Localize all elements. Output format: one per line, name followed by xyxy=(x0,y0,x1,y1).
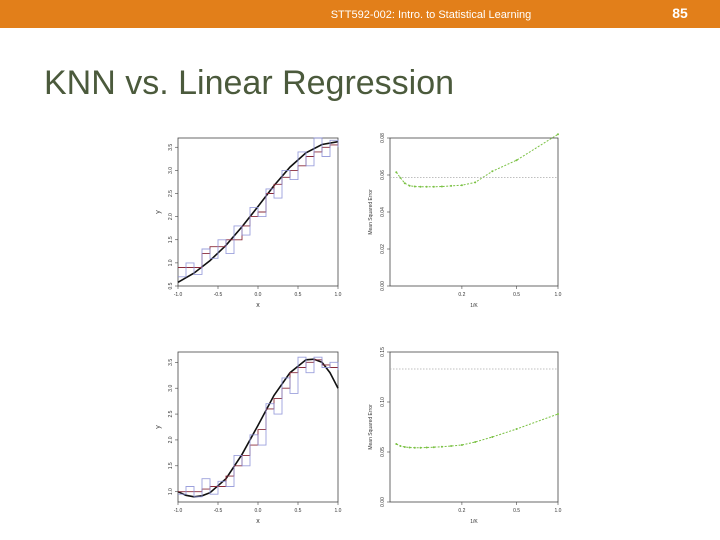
bottom-right-x-tick-label: 0.5 xyxy=(513,508,520,514)
top-left-true-function-line xyxy=(177,140,339,283)
bottom-left-y-tick-label: 3.0 xyxy=(168,385,174,392)
top-right-mse-point xyxy=(460,184,463,187)
page-number: 85 xyxy=(672,5,688,21)
top-left-y-tick-label: 3.0 xyxy=(168,167,174,174)
top-left-y-tick-label: 3.5 xyxy=(168,144,174,151)
top-right-y-tick-label: 0.04 xyxy=(380,207,386,217)
top-left-x-tick-label: 0.5 xyxy=(295,292,302,298)
top-right-x-axis-label: 1/K xyxy=(470,303,478,309)
bottom-right-y-tick-label: 0.15 xyxy=(380,347,386,357)
bottom-right-plot-frame xyxy=(389,351,559,503)
header-title: STT592-002: Intro. to Statistical Learni… xyxy=(330,9,532,21)
bottom-right-mse-point xyxy=(413,446,416,449)
bottom-left-y-tick-label: 3.5 xyxy=(168,359,174,366)
bottom-left-y-tick-label: 1.5 xyxy=(168,462,174,469)
top-right-mse-point xyxy=(395,171,398,174)
top-right-x-tick-label: 0.5 xyxy=(513,292,520,298)
bottom-left-x-axis-label: x xyxy=(256,518,260,525)
top-left-knn-k1-fit-line xyxy=(178,137,339,278)
top-left-y-tick-label: 1.5 xyxy=(168,236,174,243)
top-right-mse-point xyxy=(408,184,411,187)
top-right-mse-point xyxy=(413,185,416,188)
bottom-right-mse-point xyxy=(432,446,435,449)
top-right-x-tick-label: 0.2 xyxy=(458,292,465,298)
top-right-y-tick-label: 0.08 xyxy=(380,133,386,143)
bottom-left-y-tick-label: 1.0 xyxy=(168,488,174,495)
top-left-x-axis-label: x xyxy=(256,302,260,309)
top-left-y-tick-label: 0.5 xyxy=(168,282,174,289)
bottom-right-mse-point xyxy=(450,445,453,447)
bottom-right-mse-point xyxy=(395,443,398,445)
bottom-left-y-axis-label: y xyxy=(155,425,162,429)
bottom-right-y-tick-label: 0.00 xyxy=(380,497,386,507)
bottom-right-mse-point xyxy=(419,446,422,449)
bottom-right-y-tick-label: 0.05 xyxy=(380,447,386,457)
bottom-right-mse-point xyxy=(515,428,518,430)
bottom-right-mse-point xyxy=(474,441,477,443)
top-left-x-tick-label: -0.5 xyxy=(214,292,223,298)
figure: -1.0 -0.5 0.0 0.5 1.0 0.5 1.0 1.5 2.0 2.5 3.0 3.5 x y… xyxy=(140,130,570,535)
bottom-left-y-tick-label: 2.0 xyxy=(168,436,174,443)
bottom-right-mse-curve xyxy=(396,413,559,449)
bottom-right-y-tick-label: 0.10 xyxy=(380,397,386,407)
top-left-x-tick-label: 0.0 xyxy=(255,292,262,298)
bottom-left-knn-k1-fit-line xyxy=(178,356,339,498)
bottom-right-mse-point xyxy=(408,446,411,449)
top-right-y-tick-label: 0.06 xyxy=(380,170,386,180)
bottom-right-mse-point xyxy=(491,436,494,438)
top-right-mse-point xyxy=(450,184,453,187)
top-right-mse-point xyxy=(474,181,477,184)
top-left-y-tick-label: 2.5 xyxy=(168,190,174,197)
bottom-right-mse-point xyxy=(403,446,406,448)
figure-canvas: -1.0 -0.5 0.0 0.5 1.0 0.5 1.0 1.5 2.0 2.5 3.0 3.5 x y… xyxy=(155,133,562,525)
top-right-mse-point xyxy=(425,185,428,188)
bottom-left-x-tick-label: -1.0 xyxy=(174,508,183,514)
top-right-mse-point xyxy=(432,185,435,188)
bottom-right-mse-point xyxy=(425,446,428,449)
bottom-right-mse-point xyxy=(460,444,463,446)
bottom-left-x-tick-label: -0.5 xyxy=(214,508,223,514)
top-right-mse-point xyxy=(491,170,494,173)
top-right-mse-point xyxy=(419,185,422,188)
bottom-right-y-axis-label: Mean Squared Error xyxy=(368,404,374,450)
top-right-y-tick-label: 0.02 xyxy=(380,244,386,254)
bottom-left-x-tick-label: 0.5 xyxy=(295,508,302,514)
bottom-right-x-tick-label: 0.2 xyxy=(458,508,465,514)
top-left-y-tick-label: 1.0 xyxy=(168,259,174,266)
top-right-mse-point xyxy=(515,159,518,162)
top-right-mse-point xyxy=(557,133,559,136)
bottom-left-true-function-line xyxy=(177,358,339,498)
header-bar: STT592-002: Intro. to Statistical Learni… xyxy=(0,0,720,28)
bottom-right-x-axis-label: 1/K xyxy=(470,519,478,525)
top-right-mse-point xyxy=(403,182,406,185)
top-right-mse-curve xyxy=(395,133,559,188)
top-right-mse-point xyxy=(440,185,443,188)
bottom-right-mse-point xyxy=(440,445,443,448)
slide-title: KNN vs. Linear Regression xyxy=(44,64,455,102)
bottom-right-x-tick-label: 1.0 xyxy=(555,508,562,514)
top-left-y-tick-label: 2.0 xyxy=(168,213,174,220)
top-right-y-tick-label: 0.00 xyxy=(380,281,386,291)
bottom-left-y-tick-label: 2.5 xyxy=(168,410,174,417)
top-right-plot-frame xyxy=(389,137,559,287)
bottom-left-x-tick-label: 1.0 xyxy=(335,508,342,514)
bottom-right-mse-point xyxy=(399,445,402,447)
top-right-y-axis-label: Mean Squared Error xyxy=(368,189,374,235)
top-right-x-tick-label: 1.0 xyxy=(555,292,562,298)
top-left-x-tick-label: -1.0 xyxy=(174,292,183,298)
top-left-x-tick-label: 1.0 xyxy=(335,292,342,298)
bottom-left-x-tick-label: 0.0 xyxy=(255,508,262,514)
top-left-y-axis-label: y xyxy=(155,210,162,214)
bottom-right-mse-point xyxy=(557,413,559,415)
